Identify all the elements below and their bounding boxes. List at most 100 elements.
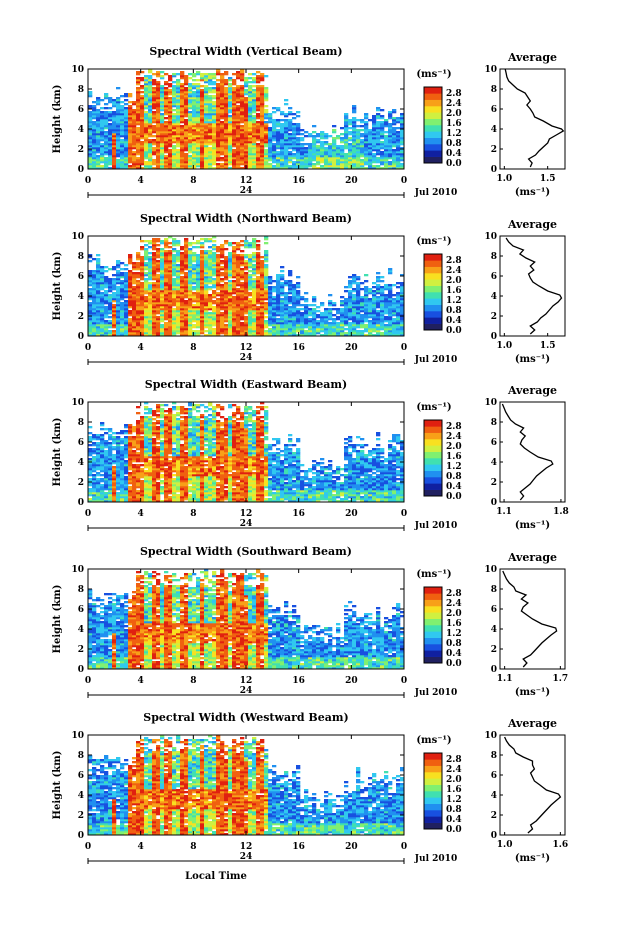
heatmap-cell	[152, 167, 157, 170]
heatmap-cell	[292, 330, 297, 333]
heatmap-cell	[180, 109, 185, 112]
heatmap-cell	[164, 314, 169, 317]
heatmap-cell	[268, 137, 273, 140]
heatmap-cell	[200, 79, 205, 82]
heatmap-cell	[288, 312, 293, 315]
heatmap-cell	[224, 141, 229, 144]
heatmap-cell	[128, 286, 133, 289]
heatmap-cell	[176, 93, 181, 96]
heatmap-cell	[192, 119, 197, 122]
heatmap-cell	[120, 268, 125, 271]
heatmap-cell	[256, 328, 261, 331]
heatmap-cell	[152, 266, 157, 269]
heatmap-cell	[280, 266, 285, 269]
heatmap-cell	[380, 157, 385, 160]
heatmap-cell	[128, 109, 133, 112]
heatmap-cell	[156, 149, 161, 152]
heatmap-cell	[192, 141, 197, 144]
heatmap-cell	[248, 137, 253, 140]
heatmap-cell	[160, 318, 165, 321]
heatmap-cell	[272, 332, 277, 335]
heatmap-cell	[164, 298, 169, 301]
heatmap-cell	[268, 121, 273, 124]
heatmap-cell	[96, 165, 101, 168]
heatmap-cell	[204, 306, 209, 309]
heatmap-cell	[120, 139, 125, 142]
heatmap-cell	[344, 314, 349, 317]
heatmap-cell	[240, 155, 245, 158]
heatmap-cell	[196, 302, 201, 305]
heatmap-cell	[140, 322, 145, 325]
heatmap-cell	[192, 103, 197, 106]
heatmap-cell	[296, 161, 301, 164]
heatmap-cell	[168, 288, 173, 291]
heatmap-cell	[152, 121, 157, 124]
heatmap-cell	[248, 87, 253, 90]
heatmap-cell	[136, 109, 141, 112]
heatmap-cell	[248, 310, 253, 313]
heatmap-cell	[112, 296, 117, 299]
heatmap-cell	[172, 85, 177, 88]
heatmap-cell	[112, 320, 117, 323]
heatmap-cell	[128, 300, 133, 303]
heatmap-cell	[128, 314, 133, 317]
heatmap-cell	[112, 163, 117, 166]
heatmap-cell	[252, 129, 257, 132]
heatmap-cell	[264, 117, 269, 120]
heatmap-cell	[208, 151, 213, 154]
heatmap-cell	[236, 320, 241, 323]
heatmap-cell	[148, 133, 153, 136]
heatmap-cell	[344, 135, 349, 138]
heatmap-cell	[196, 139, 201, 142]
heatmap-cell	[348, 137, 353, 140]
heatmap-cell	[124, 284, 129, 287]
heatmap-cell	[348, 296, 353, 299]
heatmap-cell	[216, 167, 221, 170]
heatmap-cell	[116, 151, 121, 154]
heatmap-cell	[200, 165, 205, 168]
heatmap-cell	[272, 131, 277, 134]
heatmap-cell	[196, 163, 201, 166]
heatmap-cell	[380, 115, 385, 118]
heatmap-cell	[168, 131, 173, 134]
heatmap-cell	[368, 129, 373, 132]
heatmap-cell	[200, 254, 205, 257]
heatmap-cell	[256, 137, 261, 140]
heatmap-cell	[252, 81, 257, 84]
heatmap-cell	[140, 298, 145, 301]
heatmap-cell	[184, 290, 189, 293]
heatmap-cell	[212, 274, 217, 277]
heatmap-cell	[392, 133, 397, 136]
heatmap-cell	[204, 115, 209, 118]
heatmap-cell	[184, 238, 189, 241]
heatmap-cell	[400, 159, 405, 162]
heatmap-cell	[148, 324, 153, 327]
heatmap-cell	[228, 268, 233, 271]
heatmap-cell	[324, 163, 329, 166]
heatmap-cell	[148, 306, 153, 309]
heatmap-cell	[300, 157, 305, 160]
heatmap-cell	[280, 306, 285, 309]
heatmap-cell	[192, 256, 197, 259]
heatmap-cell	[228, 334, 233, 337]
heatmap-cell	[288, 300, 293, 303]
heatmap-cell	[288, 139, 293, 142]
heatmap-cell	[292, 320, 297, 323]
heatmap-cell	[348, 284, 353, 287]
heatmap-cell	[256, 127, 261, 130]
heatmap-cell	[356, 145, 361, 148]
heatmap-cell	[116, 161, 121, 164]
heatmap-cell	[292, 135, 297, 138]
heatmap-cell	[168, 272, 173, 275]
heatmap-cell	[208, 278, 213, 281]
heatmap-cell	[148, 141, 153, 144]
heatmap-cell	[376, 149, 381, 152]
heatmap-cell	[208, 133, 213, 136]
heatmap-cell	[260, 109, 265, 112]
heatmap-cell	[92, 129, 97, 132]
heatmap-cell	[136, 115, 141, 118]
heatmap-cell	[132, 290, 137, 293]
heatmap-cell	[276, 334, 281, 337]
heatmap-cell	[88, 165, 93, 168]
heatmap-cell	[192, 304, 197, 307]
